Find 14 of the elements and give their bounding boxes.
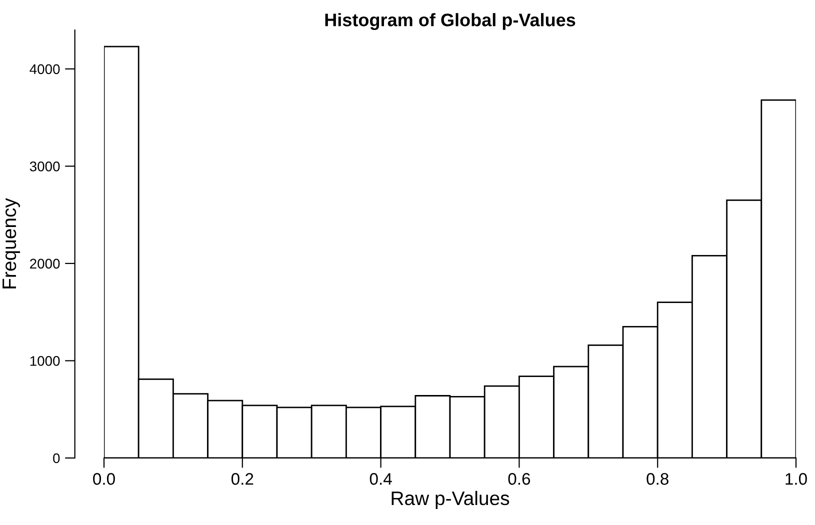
y-tick-label: 3000 xyxy=(30,162,60,172)
x-tick-label: 0.4 xyxy=(370,473,392,485)
x-tick-label: 0.8 xyxy=(646,473,668,485)
x-tick-label: 0.0 xyxy=(93,473,115,485)
chart-title: Histogram of Global p-Values xyxy=(325,13,576,30)
y-tick-label: 1000 xyxy=(30,356,60,366)
x-tick-label: 1.0 xyxy=(786,473,807,485)
y-tick-label: 2000 xyxy=(30,258,60,269)
y-tick-label: 4000 xyxy=(30,64,60,74)
y-axis-title: Frequency xyxy=(2,198,20,288)
x-tick-label: 0.2 xyxy=(231,473,254,485)
y-tick-label: 0 xyxy=(53,453,60,464)
x-axis-title: Raw p-Values xyxy=(392,490,510,510)
x-tick-label: 0.6 xyxy=(508,473,530,485)
